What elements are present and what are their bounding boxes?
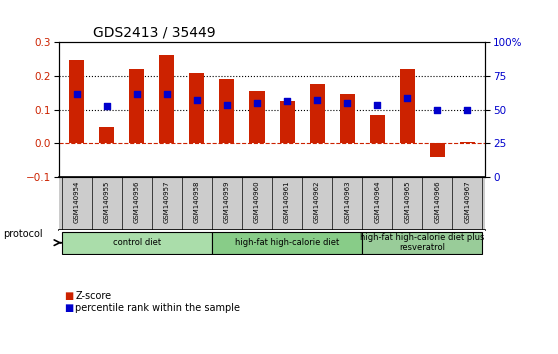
Text: GSM140964: GSM140964 bbox=[374, 181, 380, 223]
Text: GSM140956: GSM140956 bbox=[134, 181, 140, 223]
Point bbox=[102, 103, 111, 108]
Text: percentile rank within the sample: percentile rank within the sample bbox=[75, 303, 240, 313]
Point bbox=[193, 97, 201, 102]
Text: GSM140960: GSM140960 bbox=[254, 181, 260, 223]
Bar bbox=[189, 73, 204, 143]
Bar bbox=[212, 232, 362, 254]
Bar bbox=[370, 115, 385, 143]
Text: ■: ■ bbox=[64, 291, 74, 301]
Bar bbox=[430, 143, 445, 156]
Text: control diet: control diet bbox=[113, 238, 161, 247]
Point bbox=[373, 102, 382, 107]
Text: protocol: protocol bbox=[3, 229, 42, 239]
Bar bbox=[249, 91, 264, 143]
Point bbox=[403, 95, 412, 101]
Text: ■: ■ bbox=[64, 303, 74, 313]
Text: high-fat high-calorie diet plus
resveratrol: high-fat high-calorie diet plus resverat… bbox=[360, 233, 484, 252]
Text: GSM140961: GSM140961 bbox=[284, 181, 290, 223]
Point bbox=[282, 98, 291, 104]
Text: GSM140965: GSM140965 bbox=[405, 181, 410, 223]
Point bbox=[312, 97, 321, 102]
Point bbox=[72, 91, 81, 96]
Bar bbox=[69, 60, 84, 143]
Bar bbox=[340, 93, 355, 143]
Text: GSM140954: GSM140954 bbox=[74, 181, 80, 223]
Text: GDS2413 / 35449: GDS2413 / 35449 bbox=[93, 26, 215, 40]
Point bbox=[223, 102, 232, 107]
Text: GSM140958: GSM140958 bbox=[194, 181, 200, 223]
Point bbox=[463, 107, 472, 113]
Bar bbox=[362, 232, 483, 254]
Bar bbox=[219, 79, 234, 143]
Point bbox=[162, 91, 171, 96]
Bar bbox=[99, 127, 114, 143]
Text: GSM140966: GSM140966 bbox=[434, 181, 440, 223]
Text: GSM140967: GSM140967 bbox=[464, 181, 470, 223]
Bar bbox=[280, 101, 295, 143]
Point bbox=[132, 91, 141, 96]
Point bbox=[433, 108, 442, 113]
Bar bbox=[460, 142, 475, 143]
Bar bbox=[61, 232, 212, 254]
Point bbox=[253, 100, 262, 106]
Text: high-fat high-calorie diet: high-fat high-calorie diet bbox=[235, 238, 339, 247]
Bar bbox=[400, 69, 415, 143]
Text: GSM140955: GSM140955 bbox=[104, 181, 110, 223]
Text: GSM140962: GSM140962 bbox=[314, 181, 320, 223]
Text: GSM140963: GSM140963 bbox=[344, 181, 350, 223]
Text: Z-score: Z-score bbox=[75, 291, 112, 301]
Bar bbox=[310, 85, 325, 143]
Point bbox=[343, 100, 352, 106]
Text: GSM140959: GSM140959 bbox=[224, 181, 230, 223]
Bar bbox=[129, 69, 145, 143]
Text: GSM140957: GSM140957 bbox=[164, 181, 170, 223]
Bar bbox=[159, 55, 174, 143]
